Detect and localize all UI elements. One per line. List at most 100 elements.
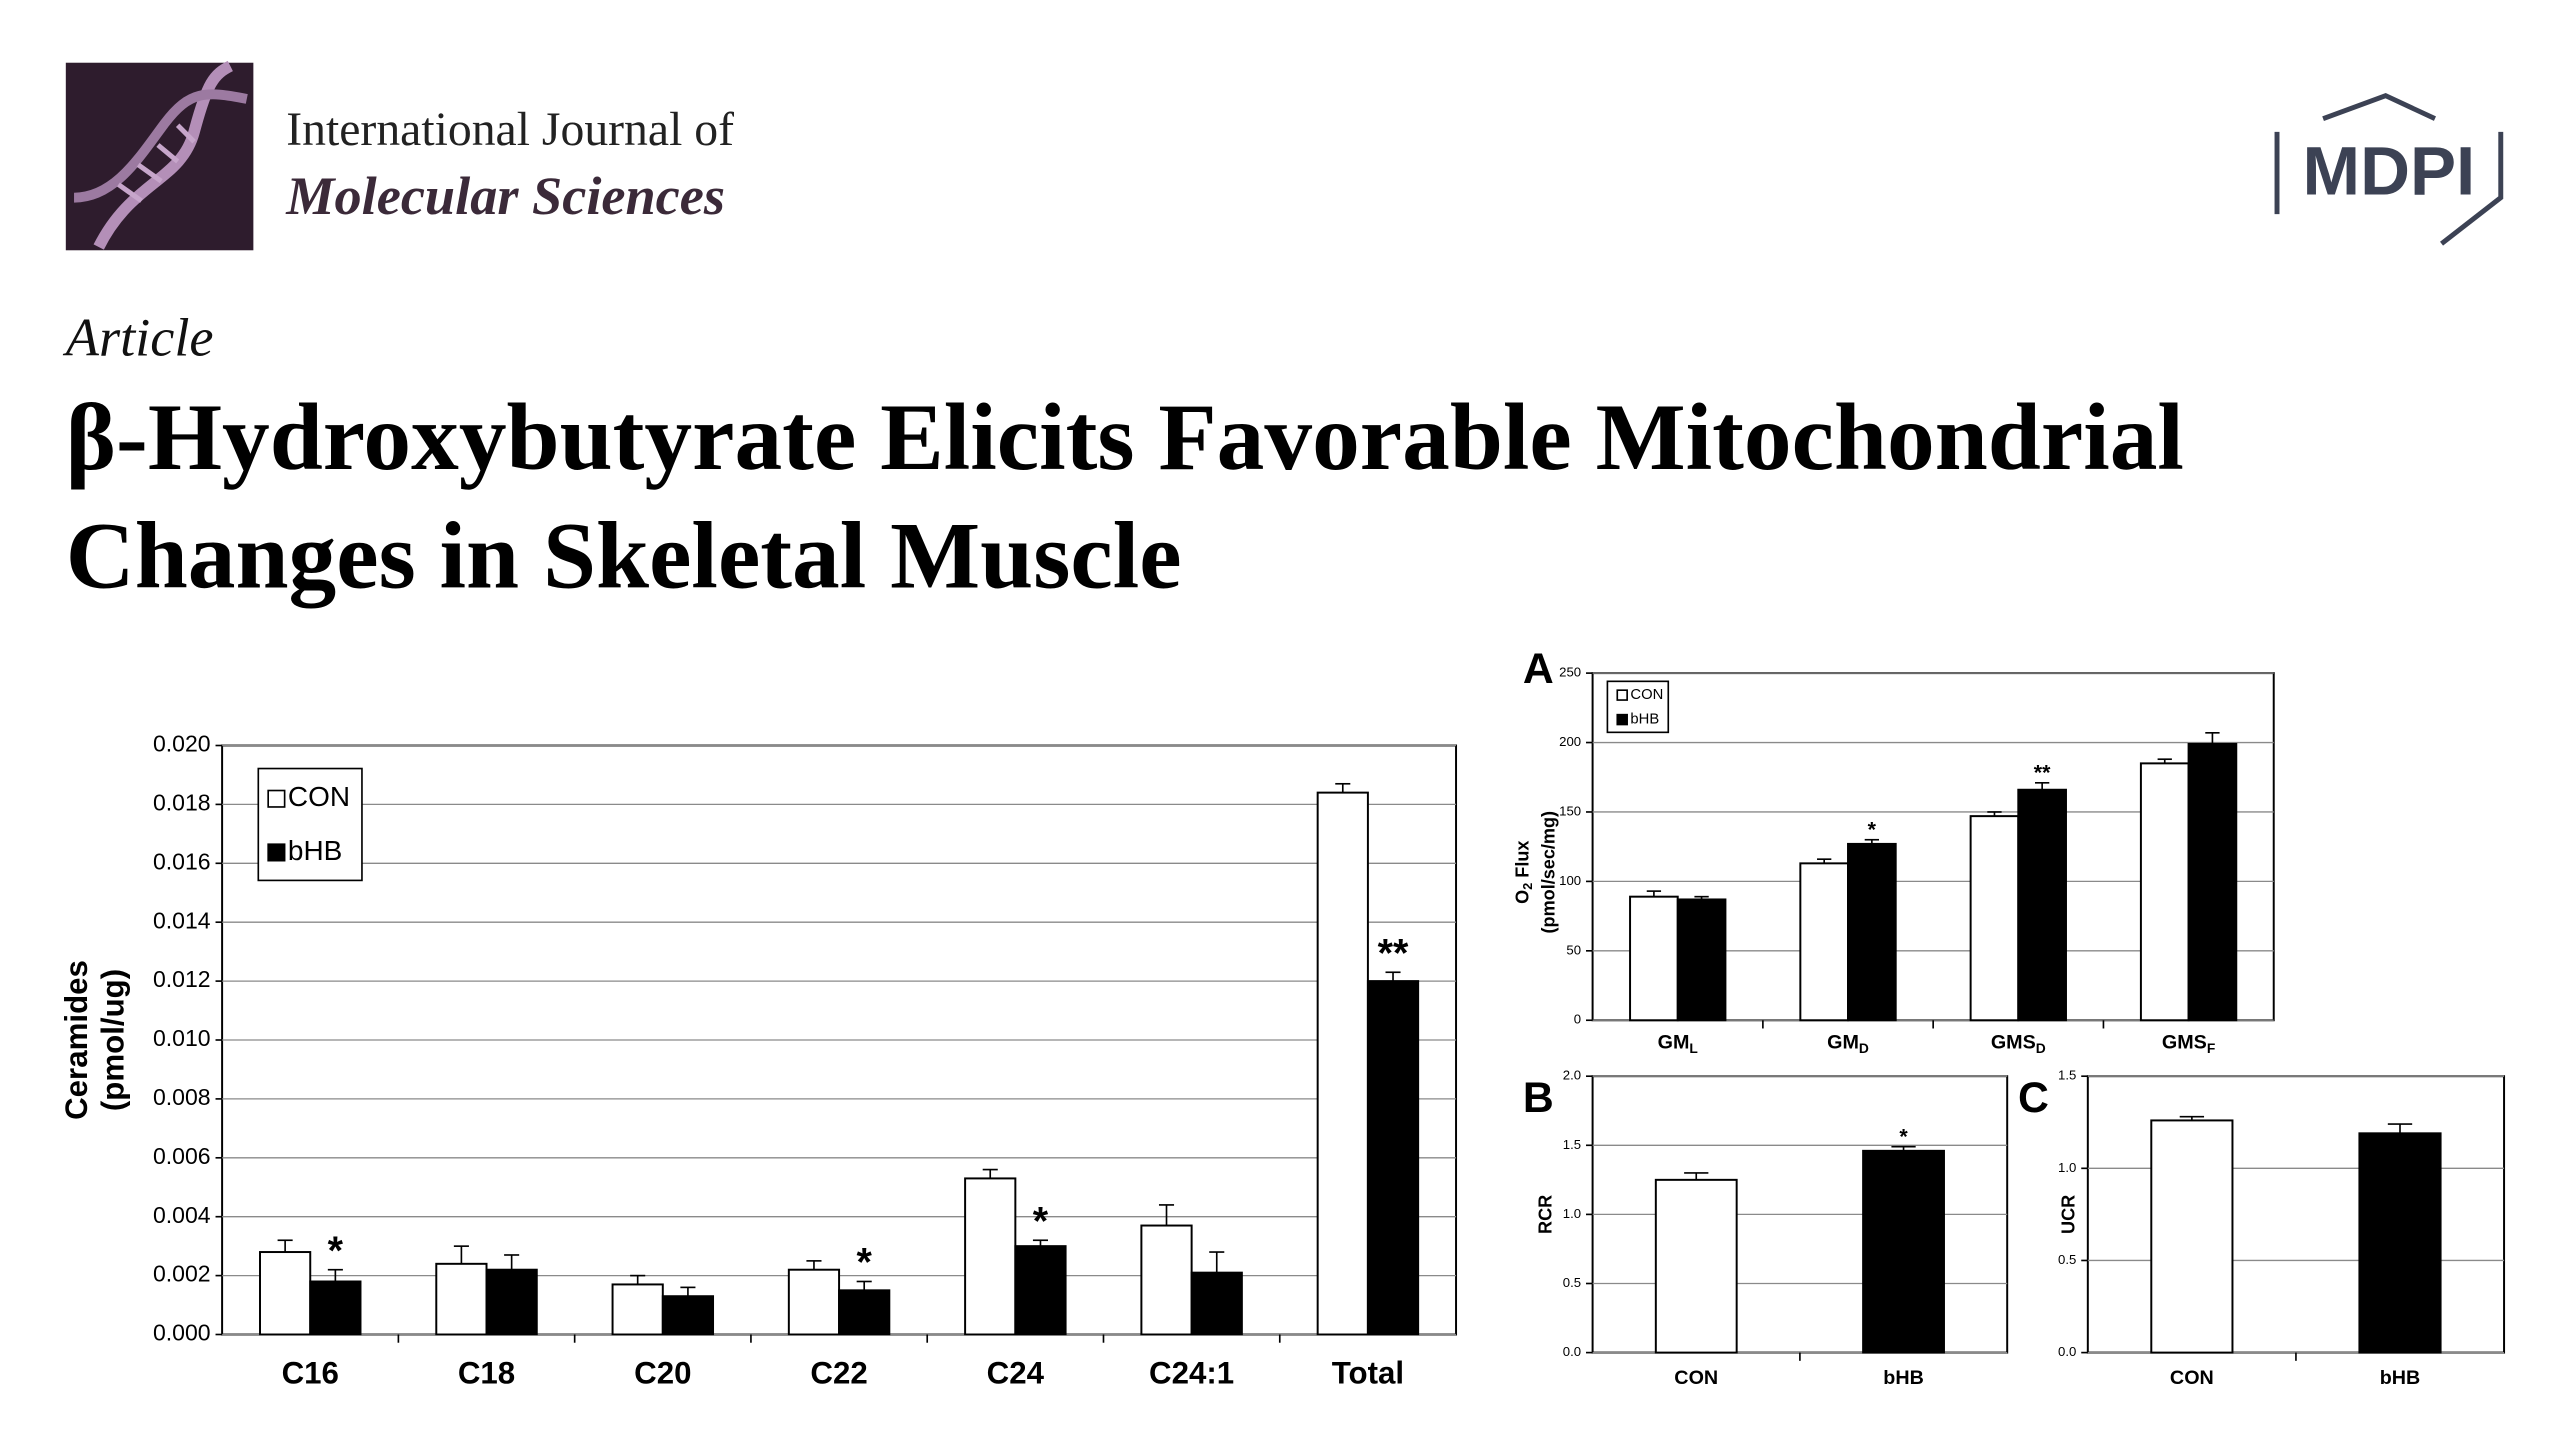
y-axis-label-subscript: 2 [1521,883,1535,890]
category-text: Total [1332,1356,1404,1391]
bar [435,1262,488,1336]
bar [838,1289,891,1336]
category-text: GM [1658,1032,1690,1054]
x-tick-label: C22 [810,1356,867,1391]
y-tick-label: 0 [1574,1012,1581,1027]
category-text: C20 [634,1356,691,1391]
bar [2150,1119,2234,1354]
legend-swatch [267,843,286,862]
bar [1316,791,1369,1336]
article-title: Changes in Skeletal Muscle [66,503,1182,609]
y-tick-label: 100 [1559,873,1581,888]
x-tick-label: GML [1658,1032,1699,1056]
significance-label: * [1033,1199,1049,1243]
bar [1629,895,1679,1022]
legend-swatch [1616,689,1628,701]
legend-label: bHB [288,835,342,866]
bar [1969,815,2020,1022]
x-tick-label: Total [1332,1356,1404,1391]
category-text: GMS [2162,1032,2207,1054]
publisher-logo: MDPI [2274,92,2504,246]
x-tick-label: CON [2170,1367,2214,1389]
y-tick-label: 0.000 [153,1320,211,1346]
x-tick-label: GMD [1827,1032,1869,1056]
legend-label: CON [288,781,350,812]
y-tick-label: 0.014 [153,907,211,933]
y-tick-label: 0.006 [153,1143,211,1169]
x-tick-label: GMSF [2162,1032,2215,1056]
significance-label: ** [1378,931,1409,975]
bar [485,1268,538,1336]
category-text: CON [1674,1367,1718,1389]
journal-logo [65,60,254,251]
category-text: CON [2170,1367,2214,1389]
y-tick-label: 0.5 [2058,1252,2076,1267]
y-tick-label: 150 [1559,803,1581,818]
bar [1140,1224,1193,1336]
x-tick-label: C20 [634,1356,691,1391]
journal-name: Molecular Sciences [285,166,725,226]
category-text: C18 [458,1356,515,1391]
panel-label: A [1523,645,1554,693]
y-tick-label: 50 [1566,942,1581,957]
y-tick-label: 0.018 [153,789,211,815]
significance-label: * [857,1241,873,1285]
y-tick-label: 2.0 [1563,1068,1581,1083]
category-text: C22 [810,1356,867,1391]
significance-label: ** [2034,761,2051,785]
bar [2187,742,2238,1022]
category-text: GMS [1991,1032,2036,1054]
legend-swatch [1616,713,1628,726]
category-subscript: D [1859,1040,1869,1056]
y-tick-label: 1.0 [1563,1206,1581,1221]
x-tick-label: CON [1674,1367,1718,1389]
y-axis-label: RCR [1535,1195,1555,1234]
legend-label: bHB [1630,711,1659,727]
category-text: bHB [2380,1367,2421,1389]
y-tick-label: 0.010 [153,1025,211,1051]
category-subscript: L [1689,1040,1698,1056]
x-tick-label: C18 [458,1356,515,1391]
chart: 0.000 0.002 0.004 0.006 0.008 0.010 0.012 0.014… [59,731,1458,1391]
bar [1366,980,1420,1336]
y-axis-label: UCR [2058,1195,2078,1234]
significance-label: * [1899,1124,1908,1148]
y-tick-label: 0.020 [153,731,211,757]
x-tick-label: bHB [2380,1367,2421,1389]
category-text: C16 [282,1356,339,1391]
panel-label: B [1523,1074,1554,1122]
bar [1190,1271,1243,1336]
y-axis-label: (pmol/sec/mg) [1539,811,1559,934]
y-tick-label: 1.0 [2058,1160,2076,1175]
bar [964,1177,1017,1336]
bar [1654,1178,1738,1354]
x-tick-label: C16 [282,1356,339,1391]
plot-area [2086,1075,2506,1354]
bar [309,1280,362,1336]
x-tick-label: GMSD [1991,1032,2046,1056]
bar [611,1283,664,1336]
article-type: Article [63,308,214,368]
bar [1862,1149,1945,1354]
chart: 0.0 0.5 1.0 1.5 2.0 CON bHB * B RCR [1523,1068,2009,1389]
bar [661,1295,715,1336]
bar [1676,898,1727,1022]
y-tick-label: 0.012 [153,966,211,992]
bar [2358,1132,2442,1354]
article-title: β-Hydroxybutyrate Elicits Favorable Mito… [66,384,2184,490]
journal-name: International Journal of [286,103,734,156]
y-axis-label: O2 Flux [1512,841,1535,904]
bar [2139,762,2190,1022]
bar [1014,1245,1067,1336]
bar [787,1268,841,1336]
category-subscript: D [2036,1040,2046,1056]
x-tick-label: bHB [1883,1367,1924,1389]
category-text: GM [1827,1032,1859,1054]
y-tick-label: 1.5 [2058,1068,2076,1083]
bar [2017,788,2067,1022]
significance-label: * [1868,818,1877,842]
bar [1799,862,1850,1022]
y-tick-label: 0.008 [153,1084,211,1110]
